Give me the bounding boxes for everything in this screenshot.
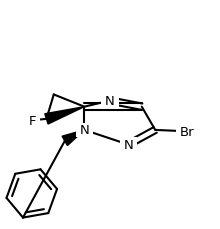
Bar [176,124,198,139]
Polygon shape [62,130,84,146]
Bar [120,138,137,152]
Text: N: N [123,139,133,151]
Text: F: F [29,114,37,127]
Bar [101,94,119,108]
Bar [26,113,40,128]
Text: Br: Br [180,125,194,138]
Bar [76,123,93,138]
Text: N: N [105,95,115,108]
Text: N: N [79,124,89,137]
Polygon shape [45,107,84,125]
